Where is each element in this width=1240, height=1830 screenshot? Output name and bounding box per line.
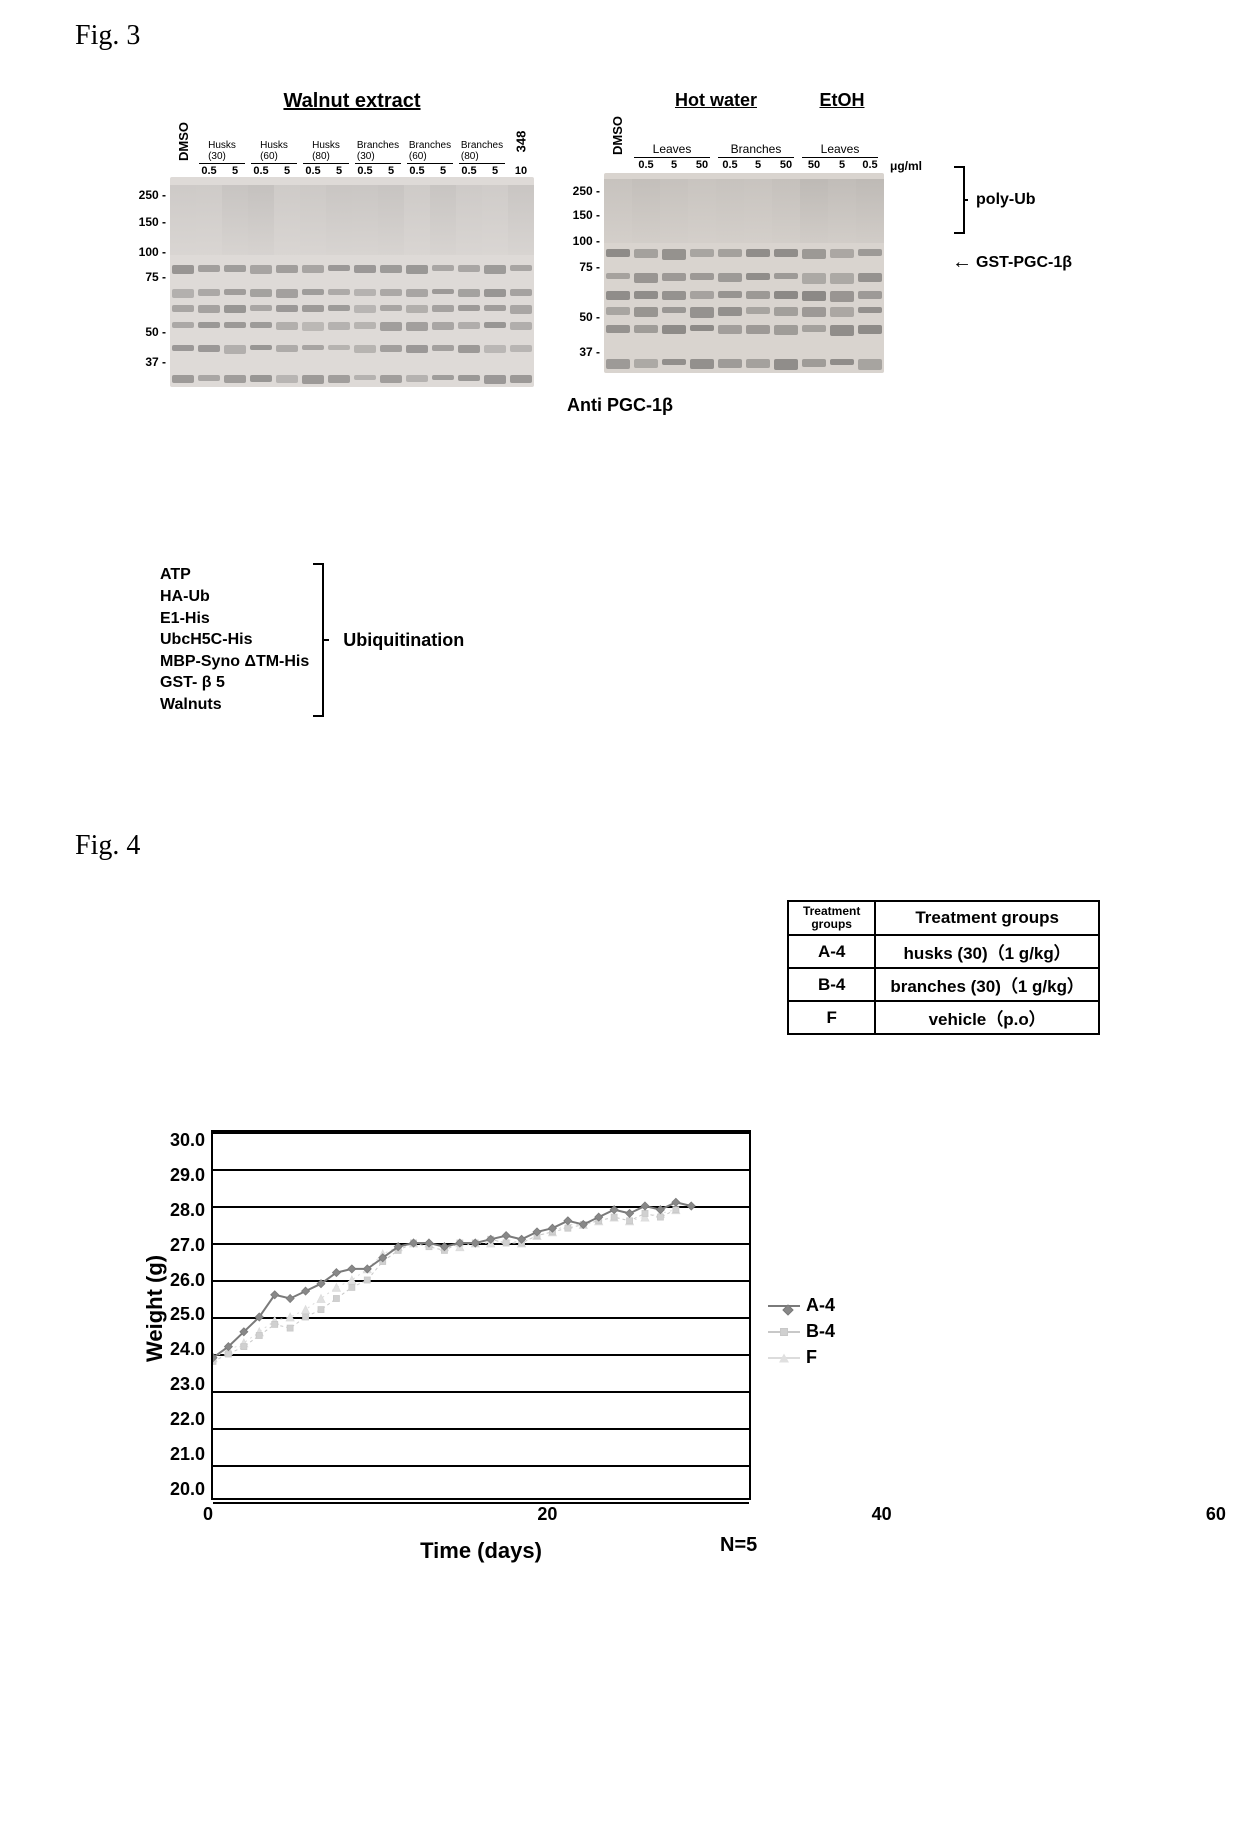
ubiquitination-bracket	[309, 560, 331, 720]
right-conc-row: 0.55500.55505050.5μg/ml	[604, 159, 922, 173]
gst-label: GST-PGC-1β	[976, 254, 1072, 272]
ubiquitination-list: ATPHA-UbE1-HisUbcH5C-HisMBP-Syno ΔTM-His…	[160, 564, 309, 715]
treatment-groups-table: TreatmentgroupsTreatment groupsA-4husks …	[787, 900, 1100, 1035]
ubiquitination-block: ATPHA-UbE1-HisUbcH5C-HisMBP-Syno ΔTM-His…	[160, 560, 464, 720]
gel-right	[604, 173, 884, 373]
mw-markers-left: 250 -150 -100 -75 -50 -37 -	[130, 90, 170, 380]
blot-left-panel: 250 -150 -100 -75 -50 -37 - Walnut extra…	[130, 90, 534, 387]
n-label: N=5	[720, 1534, 757, 1557]
fig4-label: Fig. 4	[75, 830, 140, 862]
left-lane-headers: DMSOHusks(30)Husks(60)Husks(80)Branches(…	[170, 117, 534, 165]
fig3-label: Fig. 3	[75, 20, 140, 52]
right-lane-headers: DMSOLeavesBranchesLeaves	[604, 111, 922, 159]
left-panel-title: Walnut extract	[170, 90, 534, 113]
anti-pgc-label: Anti PGC-1β	[130, 395, 1110, 416]
blot-annotations: poly-Ub ← GST-PGC-1β	[952, 90, 1072, 278]
gel-left: ←	[170, 177, 534, 387]
fig3-container: 250 -150 -100 -75 -50 -37 - Walnut extra…	[130, 90, 1110, 416]
left-conc-row: 0.550.550.550.550.550.5510	[170, 165, 534, 177]
blot-right-panel: 250 -150 -100 -75 -50 -37 - Hot waterEtO…	[564, 90, 922, 373]
right-panel-titles: Hot waterEtOH	[604, 90, 922, 111]
poly-ub-label: poly-Ub	[976, 191, 1036, 209]
ubiquitination-label: Ubiquitination	[343, 630, 464, 651]
x-axis-label: Time (days)	[211, 1538, 751, 1564]
x-axis-ticks: 0204060	[211, 1504, 751, 1528]
poly-ub-bracket	[952, 165, 970, 235]
chart-legend: A-4B-4F	[768, 1293, 835, 1371]
gst-arrow-icon: ←	[952, 251, 972, 274]
mw-markers-right: 250 -150 -100 -75 -50 -37 -	[564, 90, 604, 370]
y-axis-label: Weight (g)	[142, 1332, 168, 1362]
y-axis-ticks: 30.029.028.027.026.025.024.023.022.021.0…	[170, 1130, 211, 1500]
plot-area	[211, 1130, 751, 1500]
